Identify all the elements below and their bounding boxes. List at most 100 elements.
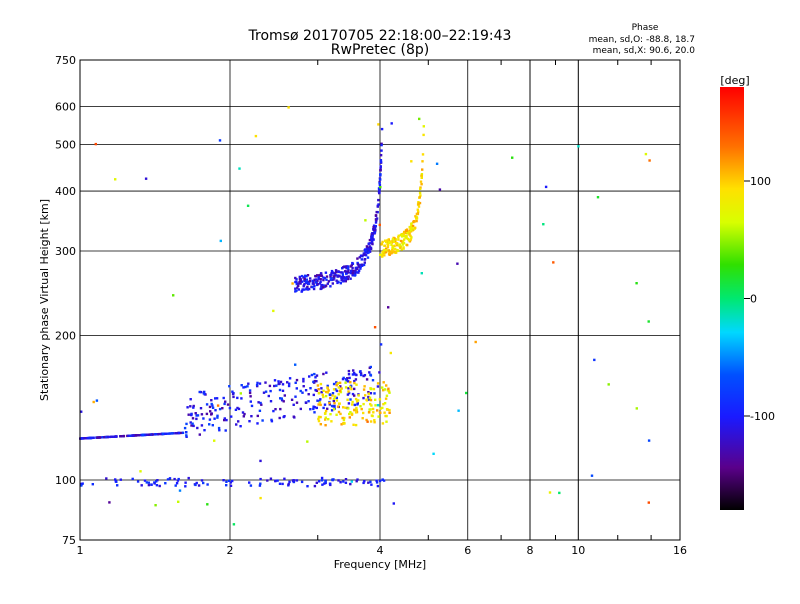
echo-point <box>175 432 178 435</box>
echo-point <box>332 275 335 278</box>
echo-point <box>542 223 545 226</box>
echo-point <box>369 402 372 406</box>
echo-point <box>264 381 267 384</box>
echo-point <box>393 237 396 240</box>
echo-point <box>320 274 323 277</box>
echo-point <box>328 393 331 396</box>
echo-point <box>352 423 355 426</box>
echo-point <box>306 288 310 291</box>
echo-point <box>248 481 251 484</box>
echo-point <box>375 210 378 214</box>
echo-point <box>327 280 331 283</box>
y-tick-label: 75 <box>62 534 76 547</box>
echo-point <box>297 282 300 285</box>
echo-point <box>369 480 372 484</box>
echo-point <box>354 397 358 401</box>
echo-point <box>359 254 363 257</box>
echo-point <box>273 379 277 382</box>
echo-point <box>378 398 382 401</box>
echo-point <box>607 383 610 386</box>
echo-point <box>372 238 375 241</box>
echo-point <box>337 410 341 414</box>
echo-point <box>367 242 370 245</box>
echo-point <box>301 288 304 291</box>
echo-point <box>351 261 354 265</box>
echo-point <box>323 412 327 415</box>
echo-point <box>216 414 219 417</box>
echo-point <box>412 220 416 223</box>
echo-point <box>363 258 367 261</box>
echo-point <box>255 384 259 387</box>
echo-point <box>372 387 376 391</box>
y-tick-label: 400 <box>55 185 76 198</box>
echo-point <box>384 250 387 254</box>
y-axis-label: Stationary phase Virtual Height [km] <box>38 199 51 401</box>
echo-point <box>647 501 650 504</box>
echo-point <box>311 285 314 289</box>
echo-point <box>373 228 376 232</box>
echo-point <box>410 236 413 239</box>
echo-point <box>382 479 386 482</box>
echo-point <box>332 382 336 386</box>
echo-point <box>349 277 352 280</box>
echo-point <box>283 415 286 418</box>
echo-point <box>313 372 316 376</box>
echo-point <box>360 263 363 266</box>
echo-point <box>379 178 382 181</box>
echo-point <box>262 391 266 394</box>
echo-point <box>351 403 354 406</box>
echo-point <box>373 326 377 329</box>
echo-point <box>206 503 209 506</box>
echo-point <box>371 242 374 246</box>
echo-point <box>393 250 397 253</box>
echo-point <box>258 382 262 385</box>
echo-point <box>337 479 340 482</box>
echo-point <box>243 412 246 416</box>
echo-point <box>363 374 367 377</box>
echo-point <box>644 152 648 156</box>
echo-point <box>171 432 174 435</box>
echo-point <box>231 479 234 483</box>
echo-point <box>324 394 328 398</box>
echo-point <box>343 422 346 425</box>
echo-point <box>264 390 268 393</box>
echo-point <box>366 256 370 259</box>
echo-point <box>242 415 245 418</box>
echo-point <box>407 239 411 242</box>
phase-mean-o: mean, sd,O: -88.8, 18.7 <box>589 35 695 45</box>
echo-point <box>315 380 318 383</box>
echo-point <box>276 479 279 482</box>
echo-point <box>221 407 224 410</box>
echo-point <box>355 480 358 483</box>
echo-point <box>352 369 355 372</box>
echo-point <box>314 281 318 284</box>
echo-point <box>106 435 109 439</box>
echo-point <box>202 417 205 420</box>
echo-point <box>325 371 328 374</box>
echo-point <box>382 381 385 384</box>
echo-point <box>308 287 311 291</box>
echo-point <box>332 388 336 391</box>
echo-point <box>318 480 321 483</box>
echo-point <box>226 403 230 406</box>
echo-point <box>278 416 281 420</box>
echo-point <box>98 436 101 439</box>
echo-point <box>377 203 380 206</box>
echo-point <box>378 180 381 184</box>
echo-point <box>273 384 276 388</box>
echo-point <box>380 127 384 131</box>
echo-point <box>335 389 339 393</box>
echo-point <box>349 271 352 275</box>
echo-point <box>156 479 159 482</box>
echo-point <box>383 402 387 405</box>
echo-point <box>259 482 262 485</box>
echo-point <box>341 271 344 274</box>
echo-point <box>314 275 318 278</box>
colorbar-ticks: 100 0 -100 <box>744 175 775 423</box>
echo-point <box>224 400 227 403</box>
echo-point <box>322 389 325 392</box>
echo-point <box>349 398 352 401</box>
echo-point <box>336 382 339 386</box>
echo-point <box>367 251 370 254</box>
